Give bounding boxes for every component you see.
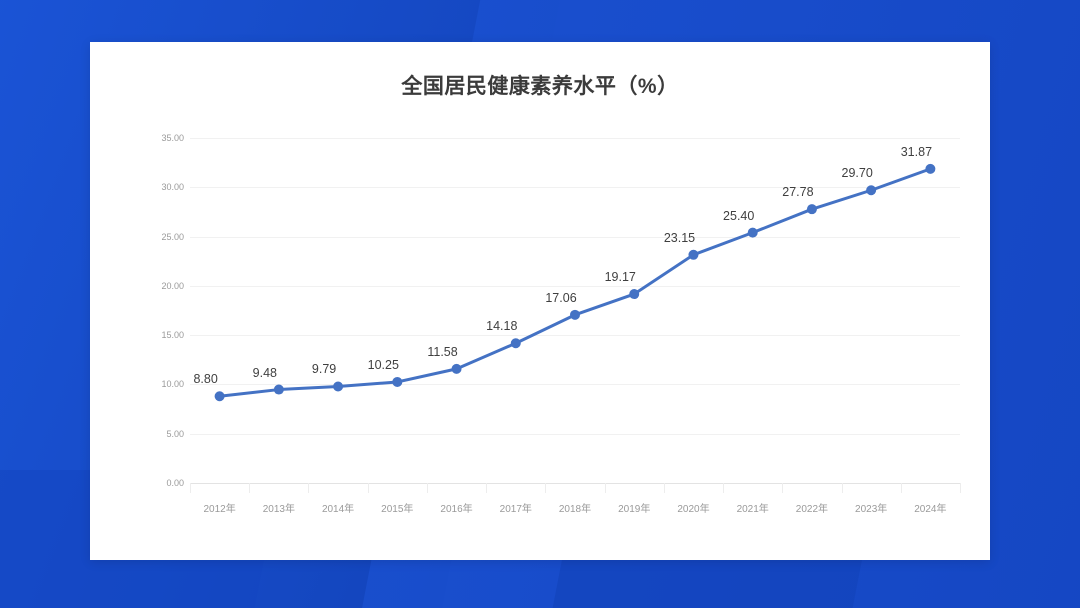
x-axis-tick-label: 2024年 bbox=[914, 504, 947, 515]
y-axis-tick-label: 0.00 bbox=[166, 478, 184, 488]
data-point-label: 23.15 bbox=[663, 230, 696, 245]
y-axis-tick-label: 35.00 bbox=[161, 133, 184, 143]
x-axis-tick-label: 2019年 bbox=[618, 504, 651, 515]
data-point-marker[interactable] bbox=[510, 338, 521, 349]
data-point-label: 25.40 bbox=[723, 208, 755, 223]
x-axis-tick-label: 2020年 bbox=[677, 504, 710, 515]
data-point-marker[interactable] bbox=[747, 227, 758, 238]
x-axis-tick-label: 2021年 bbox=[736, 504, 769, 515]
x-axis-tick-mark bbox=[190, 483, 191, 493]
x-axis-tick-mark bbox=[782, 483, 784, 493]
gridline bbox=[190, 236, 960, 238]
x-axis-tick-label: 2013年 bbox=[262, 504, 295, 515]
gridline bbox=[190, 384, 960, 386]
data-point-label: 10.25 bbox=[367, 357, 399, 372]
x-axis-tick-mark bbox=[663, 483, 665, 493]
data-point-label: 8.80 bbox=[193, 372, 218, 387]
x-axis-tick-mark bbox=[960, 483, 961, 493]
x-axis-tick-mark bbox=[900, 483, 902, 493]
x-axis-tick-label: 2014年 bbox=[321, 504, 355, 515]
data-point-marker[interactable] bbox=[273, 384, 284, 395]
y-axis-tick-label: 15.00 bbox=[161, 330, 184, 341]
gridline bbox=[190, 335, 960, 337]
chart-plot-area: 35.00 30.00 25.00 20.00 15.00 10.00 5.00 0.00 2… bbox=[150, 128, 961, 528]
y-axis-tick-label: 25.00 bbox=[161, 231, 184, 242]
gridline bbox=[190, 285, 960, 287]
line-series-layer bbox=[214, 163, 936, 402]
data-point-label: 27.78 bbox=[782, 185, 814, 200]
data-point-marker[interactable] bbox=[392, 376, 403, 387]
data-point-marker[interactable] bbox=[866, 185, 877, 196]
y-axis-tick-label: 20.00 bbox=[161, 280, 184, 291]
x-axis-tick-mark bbox=[308, 483, 310, 493]
x-axis-tick-label: 2018年 bbox=[558, 504, 592, 515]
x-axis-tick-label: 2023年 bbox=[855, 504, 888, 515]
data-point-label: 9.79 bbox=[311, 362, 337, 377]
x-axis-tick-mark bbox=[604, 483, 606, 493]
data-point-marker[interactable] bbox=[925, 163, 936, 174]
data-point-marker[interactable] bbox=[333, 381, 344, 392]
data-point-marker[interactable] bbox=[214, 391, 225, 402]
y-axis-tick-label: 30.00 bbox=[161, 182, 184, 193]
data-point-label: 9.48 bbox=[252, 365, 278, 380]
x-axis-tick-mark bbox=[426, 483, 428, 493]
gridline bbox=[190, 187, 960, 189]
line-series-markers bbox=[214, 163, 936, 402]
x-axis-tick-label: 2012年 bbox=[203, 504, 236, 515]
x-axis-tick-mark bbox=[486, 483, 488, 493]
x-axis-tick-label: 2016年 bbox=[440, 504, 473, 515]
data-point-label: 11.58 bbox=[427, 344, 458, 359]
x-axis-tick-mark bbox=[545, 483, 547, 493]
data-point-label: 14.18 bbox=[486, 319, 518, 334]
x-axis-tick-label: 2022年 bbox=[795, 504, 829, 515]
data-point-marker[interactable] bbox=[629, 289, 640, 300]
x-axis-tick-mark bbox=[367, 483, 369, 493]
gridline bbox=[190, 433, 960, 435]
data-point-label: 19.17 bbox=[604, 270, 636, 285]
gridline bbox=[190, 483, 960, 484]
chart-title: 全国居民健康素养水平（%） bbox=[401, 75, 679, 98]
x-axis-tick-mark bbox=[723, 483, 725, 493]
x-axis-tick-label: 2015年 bbox=[381, 504, 414, 515]
y-axis-tick-label: 10.00 bbox=[161, 379, 184, 390]
chart-card: 全国居民健康素养水平（%） 35.00 30.00 25.00 20.00 15.00 1… bbox=[90, 42, 990, 560]
x-axis-tick-mark bbox=[249, 483, 251, 493]
y-axis-tick-label: 5.00 bbox=[166, 428, 184, 439]
data-point-marker[interactable] bbox=[570, 309, 580, 320]
data-point-label: 31.87 bbox=[900, 144, 933, 159]
data-point-marker[interactable] bbox=[688, 249, 699, 260]
gridline bbox=[190, 138, 960, 139]
x-axis-tick-mark bbox=[841, 483, 843, 493]
x-axis-tick-label: 2017年 bbox=[499, 504, 532, 515]
data-point-marker[interactable] bbox=[806, 204, 817, 215]
data-point-marker[interactable] bbox=[451, 363, 462, 374]
data-point-label: 17.06 bbox=[545, 290, 577, 305]
data-point-label: 29.70 bbox=[841, 166, 873, 181]
